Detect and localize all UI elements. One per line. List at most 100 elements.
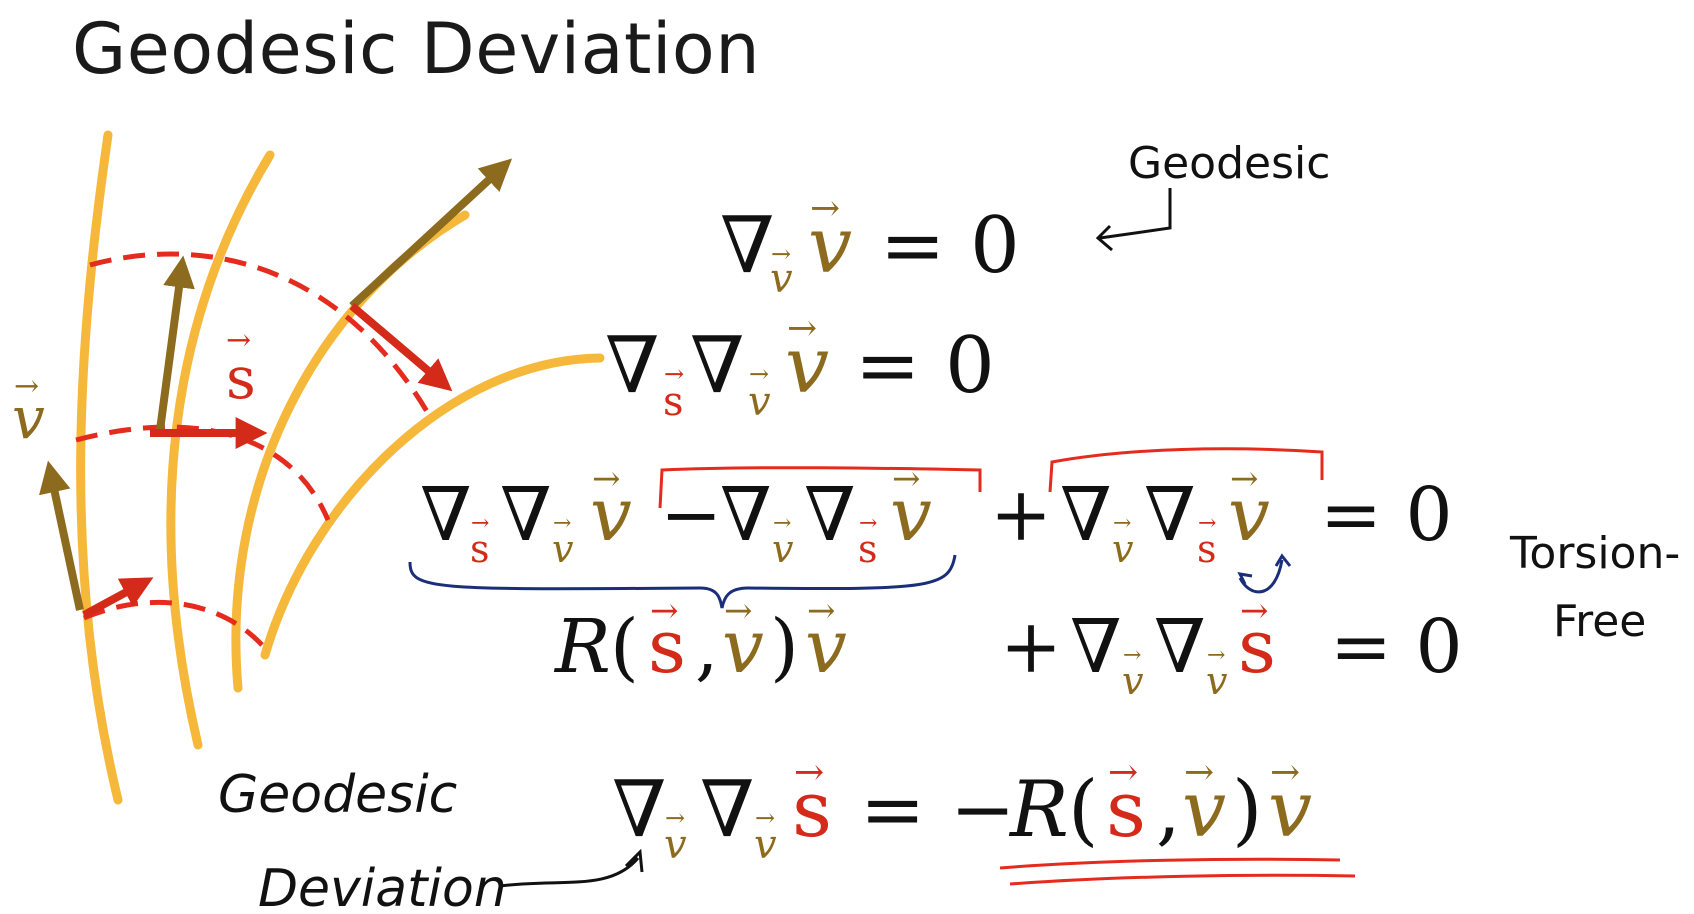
- s-vector-low: [82, 577, 154, 619]
- svg-text:): ): [770, 604, 799, 690]
- s-vector-top: [349, 302, 453, 392]
- svg-text:v: v: [805, 604, 847, 690]
- svg-text:→: →: [1108, 752, 1138, 793]
- svg-text:∇: ∇: [420, 472, 472, 558]
- svg-text:→: →: [665, 804, 685, 832]
- deviation-note-arrow: [499, 848, 644, 888]
- red-bracket-left: [658, 466, 982, 509]
- equation-expanded: ∇ s → ∇ v → v → − ∇ v → ∇ s → v → + ∇ v …: [420, 459, 1453, 571]
- svg-text:→: →: [1123, 643, 1141, 668]
- svg-text:∇: ∇: [612, 765, 666, 855]
- svg-text:→: →: [755, 804, 775, 832]
- swap-arrows: [1237, 553, 1292, 594]
- svg-text:v: v: [1268, 765, 1312, 855]
- svg-text:→: →: [1207, 643, 1225, 668]
- svg-text:v: v: [1182, 765, 1226, 855]
- svg-text:→: →: [1113, 511, 1131, 536]
- svg-text:(: (: [610, 604, 639, 690]
- separation-curve-top: [89, 251, 435, 422]
- geodesic-curve-4: [260, 353, 605, 660]
- svg-text:= −: = −: [860, 765, 1016, 855]
- svg-text:v: v: [808, 201, 852, 291]
- svg-text:∇: ∇: [1070, 604, 1122, 690]
- svg-text:→: →: [226, 323, 251, 358]
- svg-text:+: +: [1000, 604, 1062, 690]
- svg-text:,: ,: [1156, 765, 1181, 855]
- svg-text:s: s: [1238, 604, 1276, 690]
- svg-text:−: −: [660, 472, 722, 558]
- svg-text:(: (: [1068, 765, 1098, 855]
- svg-text:→: →: [807, 591, 836, 631]
- svg-text:∇: ∇: [500, 472, 552, 558]
- svg-text:∇: ∇: [700, 765, 754, 855]
- equation-geodesic: ∇ v → v → = 0: [720, 188, 1020, 302]
- svg-text:= 0: = 0: [1320, 472, 1453, 558]
- svg-text:s: s: [648, 604, 686, 690]
- separation-curve-mid: [75, 424, 331, 521]
- svg-text:→: →: [859, 511, 877, 536]
- geodesic-note-arrow: [1095, 188, 1172, 252]
- svg-text:v: v: [772, 527, 794, 571]
- svg-text:→: →: [773, 511, 791, 536]
- s-symbol-label: s →: [226, 323, 256, 412]
- svg-text:s: s: [663, 379, 684, 425]
- svg-text:→: →: [553, 511, 571, 536]
- svg-text:→: →: [749, 360, 769, 388]
- svg-text:→: →: [810, 188, 840, 229]
- svg-text:→: →: [664, 360, 684, 388]
- svg-text:→: →: [1230, 459, 1259, 499]
- svg-text:v: v: [12, 384, 45, 452]
- svg-text:→: →: [787, 308, 817, 349]
- svg-text:∇: ∇: [690, 321, 744, 411]
- svg-text:∇: ∇: [720, 201, 774, 291]
- equation-riemann: R ( s → , v → ) v → + ∇ v → ∇ v → s → = …: [553, 591, 1463, 703]
- geodesic-note: Geodesic: [1128, 138, 1330, 189]
- deviation-note-line2: Deviation: [258, 859, 507, 914]
- v-vector-top: [349, 158, 513, 309]
- svg-text:s: s: [226, 344, 256, 412]
- torsion-note-line2: Free: [1553, 596, 1646, 647]
- red-bracket-right: [1048, 447, 1324, 493]
- svg-text:∇: ∇: [605, 321, 659, 411]
- svg-text:s: s: [858, 527, 878, 571]
- svg-text:): ): [1232, 765, 1262, 855]
- svg-text:v: v: [722, 604, 764, 690]
- svg-text:→: →: [1198, 511, 1216, 536]
- v-vector-mid: [156, 255, 195, 431]
- svg-text:v: v: [1112, 527, 1134, 571]
- svg-text:v: v: [748, 379, 771, 425]
- svg-text:v: v: [1228, 472, 1270, 558]
- svg-text:∇: ∇: [1144, 472, 1196, 558]
- svg-text:s: s: [1106, 765, 1146, 855]
- geodesic-curve-1: [76, 130, 123, 805]
- svg-text:∇: ∇: [804, 472, 856, 558]
- svg-text:+: +: [990, 472, 1052, 558]
- svg-text:v: v: [1206, 659, 1228, 703]
- red-underline: [999, 857, 1356, 886]
- svg-text:v: v: [590, 472, 632, 558]
- svg-text:→: →: [1270, 752, 1300, 793]
- svg-text:→: →: [724, 591, 753, 631]
- svg-text:v: v: [785, 321, 829, 411]
- blue-brace: [408, 554, 957, 609]
- geodesic-curves: [76, 130, 605, 805]
- equation-covariant-derivative: ∇ s → ∇ v → v → = 0: [605, 308, 995, 425]
- svg-text:→: →: [14, 369, 39, 404]
- svg-text:,: ,: [695, 604, 719, 690]
- svg-text:→: →: [650, 591, 679, 631]
- svg-text:v: v: [552, 527, 574, 571]
- v-symbol-label: v →: [12, 369, 45, 452]
- deviation-note-line1: Geodesic: [218, 765, 457, 825]
- svg-text:→: →: [592, 459, 621, 499]
- v-vector-low: [39, 460, 84, 611]
- torsion-note-line1: Torsion-: [1509, 528, 1680, 579]
- v-vectors: [39, 158, 513, 611]
- svg-text:s: s: [470, 527, 490, 571]
- svg-text:R: R: [553, 604, 611, 690]
- svg-text:= 0: = 0: [1330, 604, 1463, 690]
- page-title: Geodesic Deviation: [72, 8, 761, 90]
- svg-text:= 0: = 0: [880, 201, 1020, 291]
- svg-text:v: v: [664, 822, 687, 868]
- svg-text:∇: ∇: [1154, 604, 1206, 690]
